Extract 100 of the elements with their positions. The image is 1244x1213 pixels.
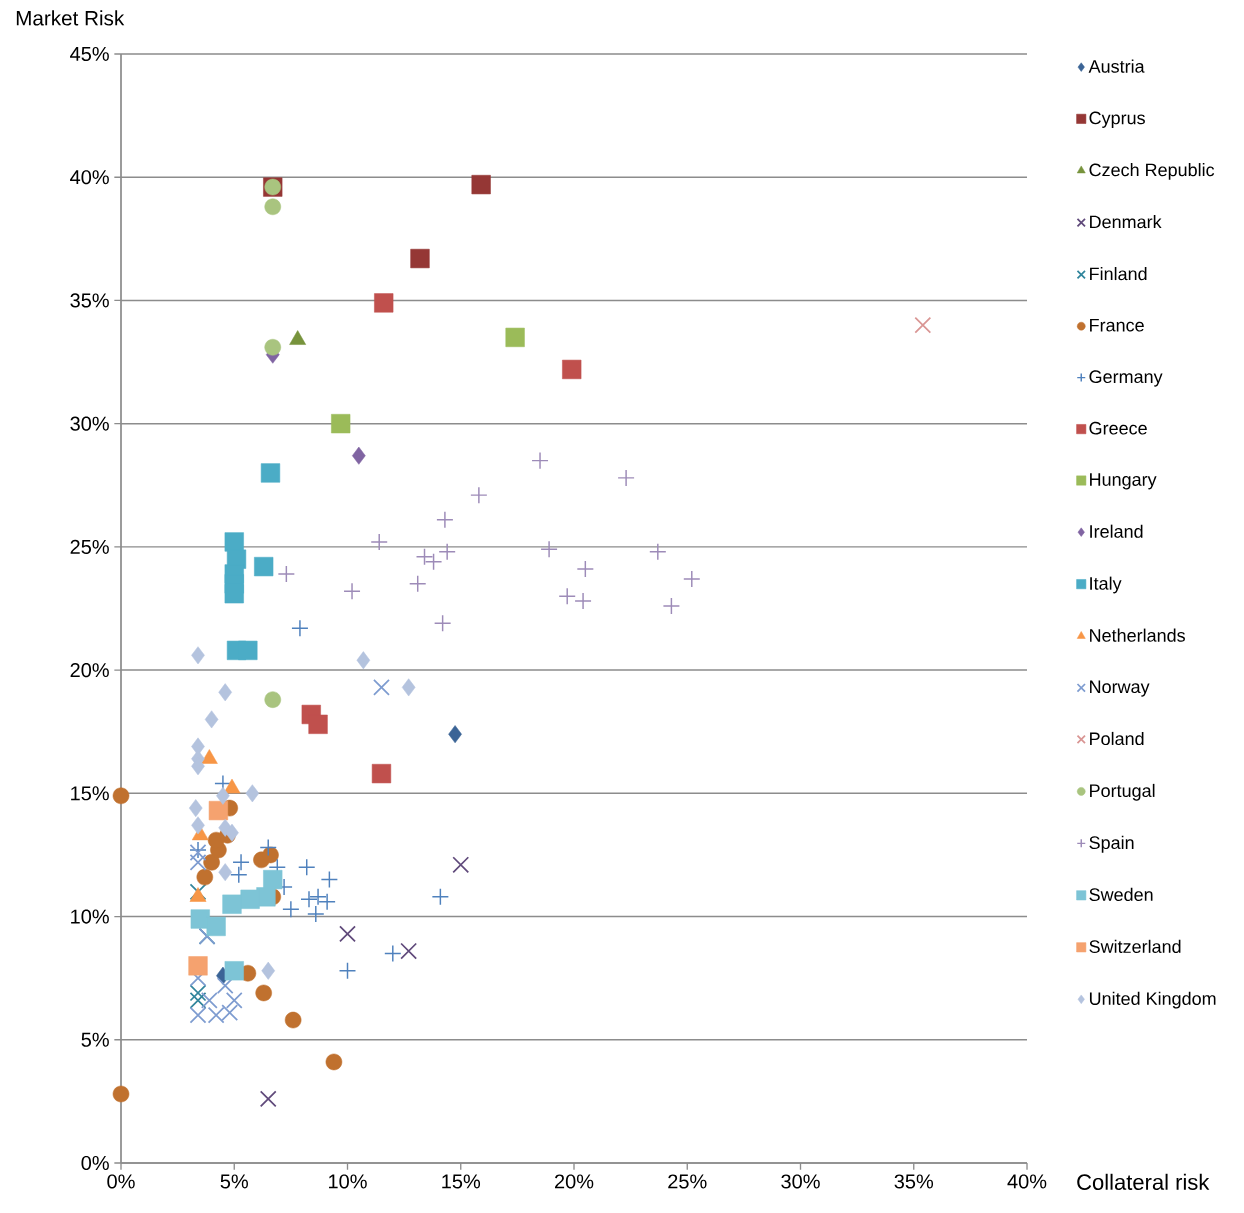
- point: [470, 486, 488, 504]
- point: [191, 816, 205, 835]
- point: [224, 532, 244, 552]
- legend-label: Germany: [1089, 370, 1163, 387]
- point: [282, 900, 300, 918]
- y-tick-label: 20%: [70, 663, 109, 678]
- point: [356, 651, 371, 670]
- x-tick-label: 15%: [442, 1174, 481, 1189]
- legend-label: Ireland: [1090, 524, 1143, 538]
- point: [576, 560, 595, 578]
- x-tick-label: 25%: [668, 1174, 707, 1189]
- legend-label: Cyprus: [1089, 111, 1145, 128]
- legend-label: Italy: [1090, 576, 1122, 594]
- point: [408, 575, 427, 593]
- point: [277, 565, 296, 583]
- y-tick-label: 40%: [70, 170, 109, 185]
- point: [373, 678, 390, 696]
- y-tick-label: 15%: [71, 786, 109, 801]
- point: [325, 1053, 343, 1071]
- point: [200, 991, 218, 1009]
- point: [259, 838, 277, 857]
- legend-label: Switzerland: [1089, 939, 1181, 954]
- point: [297, 858, 316, 877]
- point: [436, 511, 454, 529]
- point: [562, 359, 582, 380]
- point: [264, 338, 282, 356]
- y-tick-label: 10%: [71, 909, 109, 924]
- point: [189, 853, 207, 871]
- x-tick-label: 35%: [894, 1174, 934, 1189]
- point: [371, 764, 392, 784]
- point: [196, 868, 214, 886]
- point: [558, 587, 576, 605]
- point: [339, 925, 356, 943]
- x-tick-label: 40%: [1007, 1174, 1047, 1189]
- point: [343, 582, 361, 600]
- point: [431, 888, 450, 906]
- point: [331, 414, 351, 434]
- point: [540, 540, 558, 559]
- point: [203, 854, 220, 871]
- y-tick-label: 35%: [70, 293, 109, 308]
- point: [352, 446, 366, 465]
- point: [208, 800, 228, 821]
- point: [914, 316, 932, 334]
- point: [384, 944, 402, 963]
- point: [264, 691, 282, 708]
- point: [438, 543, 456, 561]
- point: [370, 533, 388, 551]
- point: [240, 889, 260, 909]
- point: [230, 865, 248, 884]
- point: [218, 683, 232, 702]
- point: [307, 905, 325, 923]
- point: [374, 293, 394, 313]
- legend-label: United Kingdom: [1089, 991, 1216, 1009]
- legend-label: Netherlands: [1090, 628, 1185, 642]
- legend-label: Portugal: [1090, 783, 1155, 801]
- point: [683, 570, 701, 588]
- point: [338, 962, 357, 980]
- point: [291, 619, 309, 637]
- x-tick-label: 0%: [107, 1174, 135, 1189]
- x-tick-label: 30%: [781, 1174, 820, 1189]
- point: [112, 1085, 130, 1103]
- x-tick-label: 5%: [220, 1174, 248, 1189]
- point: [471, 175, 491, 195]
- point: [188, 799, 203, 818]
- y-axis-title: Market Risk: [16, 10, 125, 26]
- point: [531, 451, 549, 470]
- point: [261, 961, 275, 980]
- y-tick-label: 45%: [70, 46, 109, 62]
- point: [433, 614, 452, 633]
- x-axis-title: Collateral risk: [1077, 1173, 1210, 1190]
- point: [216, 786, 230, 805]
- point: [649, 543, 667, 561]
- point: [191, 646, 205, 665]
- point: [263, 869, 283, 890]
- point: [189, 883, 207, 901]
- point: [238, 640, 258, 660]
- point: [410, 248, 430, 269]
- point: [617, 469, 635, 487]
- legend-label: Norway: [1090, 680, 1150, 697]
- point: [216, 977, 234, 994]
- legend-label: Poland: [1090, 731, 1144, 746]
- point: [320, 870, 339, 889]
- point: [448, 725, 462, 744]
- point: [189, 991, 207, 1009]
- legend-label: Czech Republic: [1089, 163, 1215, 180]
- legend-label: Hungary: [1090, 473, 1157, 490]
- legend-label: Denmark: [1090, 215, 1162, 229]
- legend-label: Greece: [1089, 421, 1147, 435]
- point: [204, 710, 219, 729]
- point: [400, 942, 418, 960]
- point: [224, 961, 244, 981]
- point: [662, 597, 681, 615]
- point: [112, 787, 130, 805]
- y-tick-label: 25%: [70, 539, 109, 554]
- point: [505, 327, 525, 347]
- x-tick-label: 20%: [554, 1174, 594, 1189]
- y-tick-label: 5%: [81, 1032, 109, 1047]
- x-tick-label: 10%: [329, 1174, 367, 1189]
- y-tick-label: 0%: [81, 1155, 109, 1171]
- point: [188, 956, 208, 976]
